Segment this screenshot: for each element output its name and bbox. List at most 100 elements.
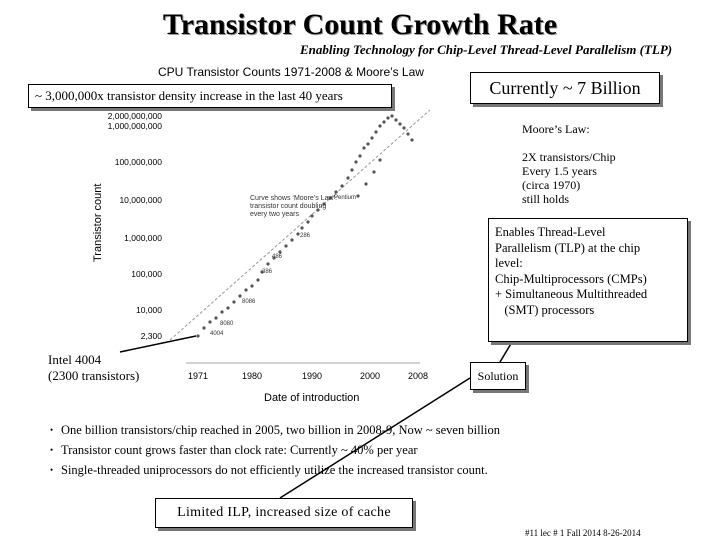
y-tick-label: 1,000,000 — [124, 233, 162, 243]
y-tick-label: 10,000 — [136, 305, 162, 315]
data-point — [214, 316, 218, 320]
data-point — [374, 130, 378, 134]
bullet-item: • Single-threaded uniprocessors do not ef… — [50, 463, 488, 477]
data-point — [226, 306, 230, 310]
data-points: 4004 8080 8086 286 386 486 Pentium — [196, 114, 414, 338]
data-point — [272, 256, 276, 260]
y-tick-label: 1,000,000,000 — [108, 121, 163, 131]
data-point — [370, 136, 374, 140]
data-point — [354, 160, 358, 164]
moore-law-line: 2X transistors/Chip — [522, 150, 616, 164]
chart-ylabel: Transistor count — [92, 183, 104, 262]
y-tick-label: 2,300 — [141, 331, 163, 341]
data-point — [310, 214, 314, 218]
data-point — [390, 114, 394, 118]
annotation-line: Curve shows ‘Moore’s Law’: — [250, 195, 337, 202]
slide-footer: #11 lec # 1 Fall 2014 8-26-2014 — [525, 528, 641, 538]
tlp-line: + Simultaneous Multithreaded — [495, 287, 648, 301]
point-label: 386 — [262, 269, 273, 275]
x-tick-label: 2008 — [408, 371, 428, 381]
data-point — [334, 190, 338, 194]
data-point — [356, 194, 360, 198]
annotation-line: transistor count doubling — [250, 203, 326, 210]
data-point — [394, 118, 398, 122]
data-point — [406, 132, 410, 136]
x-tick-label: 1971 — [188, 371, 208, 381]
data-point — [366, 142, 370, 146]
moore-law-text: Moore’s Law: 2X transistors/Chip Every 1… — [522, 122, 616, 206]
curve-annotation: Curve shows ‘Moore’s Law’:transistor cou… — [250, 195, 337, 218]
y-tick-label: 100,000,000 — [115, 157, 163, 167]
data-point — [364, 182, 368, 186]
chart-xlabel: Date of introduction — [264, 392, 360, 404]
data-point — [266, 262, 270, 266]
solution-callout-line — [499, 341, 513, 363]
y-tick-label: 100,000 — [131, 269, 162, 279]
data-point — [306, 220, 310, 224]
point-label: 8080 — [220, 321, 234, 327]
data-point — [284, 244, 288, 248]
point-label: 8086 — [242, 299, 256, 305]
tlp-line: level: — [495, 256, 523, 270]
data-point — [316, 208, 320, 212]
intel-4004-label: Intel 4004 (2300 transistors) — [48, 352, 139, 384]
data-point — [244, 288, 248, 292]
solution-label: Solution — [470, 362, 526, 390]
data-point — [300, 226, 304, 230]
density-callout: ~ 3,000,000x transistor density increase… — [28, 84, 392, 108]
moore-law-line: Every 1.5 years — [522, 164, 597, 178]
data-point — [350, 168, 354, 172]
data-point — [260, 270, 264, 274]
y-tick-label: 2,000,000,000 — [108, 111, 163, 121]
tlp-line: Enables Thread-Level — [495, 225, 606, 239]
data-point — [202, 326, 206, 330]
data-point — [220, 310, 224, 314]
ilp-callout: Limited ILP, increased size of cache — [155, 498, 413, 528]
data-point — [386, 116, 390, 120]
slide-subtitle: Enabling Technology for Chip-Level Threa… — [300, 42, 673, 57]
data-point — [402, 126, 406, 130]
ilp-callout-line — [279, 377, 471, 499]
point-label: 286 — [300, 233, 311, 239]
point-label: 486 — [272, 254, 283, 260]
x-tick-label: 1990 — [302, 371, 322, 381]
data-point — [296, 232, 300, 236]
data-point — [340, 184, 344, 188]
intel-label-line: Intel 4004 — [48, 352, 102, 367]
data-point — [358, 154, 362, 158]
data-point — [238, 294, 242, 298]
data-point — [378, 158, 382, 162]
intel-callout-line — [119, 335, 197, 353]
data-point — [398, 122, 402, 126]
y-tick-label: 10,000,000 — [119, 195, 162, 205]
tlp-line: (SMT) processors — [495, 302, 595, 317]
data-point — [278, 250, 282, 254]
x-tick-label: 2000 — [360, 371, 380, 381]
bullet-item: • Transistor count grows faster than cloc… — [50, 443, 418, 457]
tlp-box: Enables Thread-Level Parallelism (TLP) a… — [488, 218, 688, 342]
data-point — [372, 170, 376, 174]
slide-title: Transistor Count Growth Rate — [162, 8, 558, 41]
bullet-list: • One billion transistors/chip reached in… — [50, 420, 500, 480]
tlp-line: Parallelism (TLP) at the chip — [495, 240, 641, 255]
x-tick-label: 1980 — [242, 371, 262, 381]
data-point — [382, 120, 386, 124]
moore-law-line: (circa 1970) — [522, 178, 581, 192]
annotation-line: every two years — [250, 211, 300, 218]
data-point — [256, 278, 260, 282]
data-point — [346, 176, 350, 180]
moore-law-curve — [169, 109, 431, 341]
data-point — [196, 334, 200, 338]
intel-label-line: (2300 transistors) — [48, 368, 140, 383]
tlp-line: Chip-Multiprocessors (CMPs) — [495, 271, 647, 286]
data-point — [250, 284, 254, 288]
data-point — [232, 300, 236, 304]
data-point — [322, 202, 326, 206]
moore-law-line: still holds — [522, 192, 570, 206]
point-label: Pentium — [334, 195, 356, 201]
bullet-item: • One billion transistors/chip reached in… — [50, 423, 500, 437]
data-point — [410, 138, 414, 142]
data-point — [290, 238, 294, 242]
x-axis-labels: 1971 1980 1990 2000 2008 — [188, 371, 428, 381]
